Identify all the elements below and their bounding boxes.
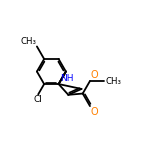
- Text: O: O: [91, 70, 98, 80]
- Text: Cl: Cl: [34, 95, 43, 104]
- Text: O: O: [91, 107, 98, 117]
- Text: CH₃: CH₃: [20, 37, 36, 46]
- Text: CH₃: CH₃: [105, 76, 121, 86]
- Text: NH: NH: [60, 74, 73, 83]
